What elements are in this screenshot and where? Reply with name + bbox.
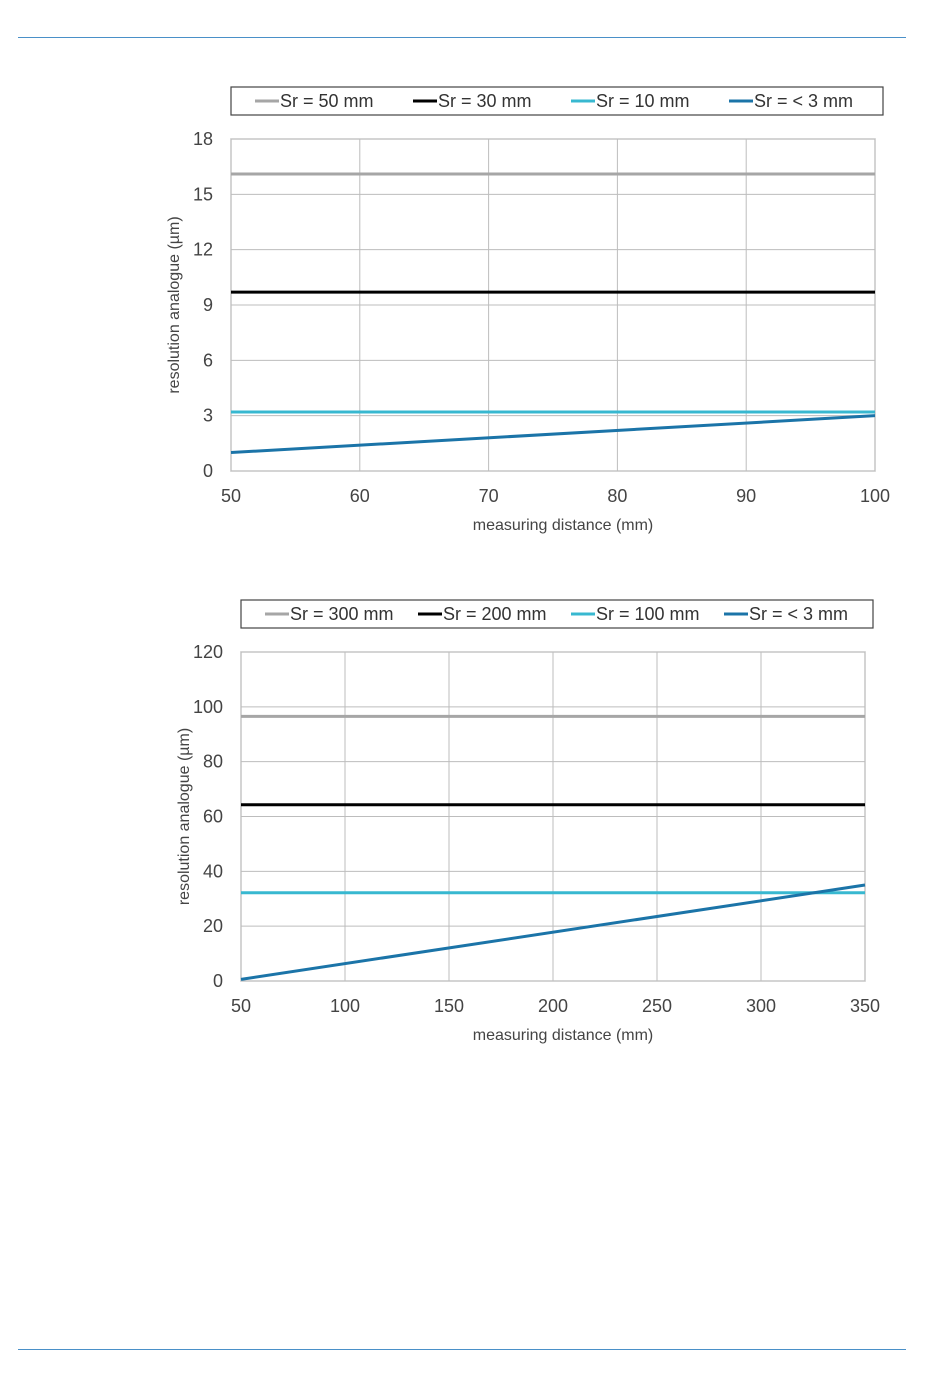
x-tick-label: 80 <box>607 486 627 506</box>
series-line-4 <box>230 414 876 455</box>
y-tick-label: 12 <box>193 240 213 260</box>
y-tick-label: 120 <box>193 642 223 662</box>
y-tick-label: 18 <box>193 129 213 149</box>
legend-label: Sr = < 3 mm <box>749 604 848 624</box>
footer-rule <box>18 1349 906 1350</box>
legend-label: Sr = 10 mm <box>596 91 690 111</box>
x-tick-label: 350 <box>850 996 880 1016</box>
x-tick-label: 150 <box>434 996 464 1016</box>
legend-label: Sr = 30 mm <box>438 91 532 111</box>
y-tick-label: 0 <box>203 461 213 481</box>
y-tick-label: 60 <box>203 807 223 827</box>
y-axis-title: resolution analogue (µm) <box>176 728 193 905</box>
legend-label: Sr = 100 mm <box>596 604 700 624</box>
series-line-4 <box>240 883 866 981</box>
header-rule <box>18 37 906 38</box>
x-tick-label: 90 <box>736 486 756 506</box>
x-tick-label: 70 <box>479 486 499 506</box>
legend-box <box>240 599 874 629</box>
y-tick-label: 80 <box>203 752 223 772</box>
x-tick-label: 50 <box>231 996 251 1016</box>
chart-2: 50 100 150 200 250 300 350 0 20 40 60 80 100 120 measu… <box>176 599 880 1044</box>
x-axis-title: measuring distance (mm) <box>473 1027 654 1044</box>
y-tick-label: 9 <box>203 295 213 315</box>
x-tick-label: 250 <box>642 996 672 1016</box>
legend-label: Sr = 50 mm <box>280 91 374 111</box>
chart-1: 50 60 70 80 90 100 0 3 6 9 12 15 18 measuring distanc… <box>166 86 890 534</box>
x-tick-label: 50 <box>221 486 241 506</box>
legend-box <box>230 86 884 116</box>
x-tick-label: 200 <box>538 996 568 1016</box>
legend-label: Sr = 300 mm <box>290 604 394 624</box>
x-tick-label: 60 <box>350 486 370 506</box>
y-tick-label: 6 <box>203 350 213 370</box>
legend-label: Sr = 200 mm <box>443 604 547 624</box>
y-tick-label: 0 <box>213 971 223 991</box>
legend-label: Sr = < 3 mm <box>754 91 853 111</box>
y-axis-title: resolution analogue (µm) <box>166 216 183 393</box>
y-tick-label: 20 <box>203 916 223 936</box>
x-tick-label: 100 <box>330 996 360 1016</box>
x-tick-label: 300 <box>746 996 776 1016</box>
y-tick-label: 15 <box>193 184 213 204</box>
x-axis-title: measuring distance (mm) <box>473 517 654 534</box>
y-tick-label: 100 <box>193 697 223 717</box>
x-tick-label: 100 <box>860 486 890 506</box>
y-tick-label: 40 <box>203 861 223 881</box>
y-tick-label: 3 <box>203 406 213 426</box>
